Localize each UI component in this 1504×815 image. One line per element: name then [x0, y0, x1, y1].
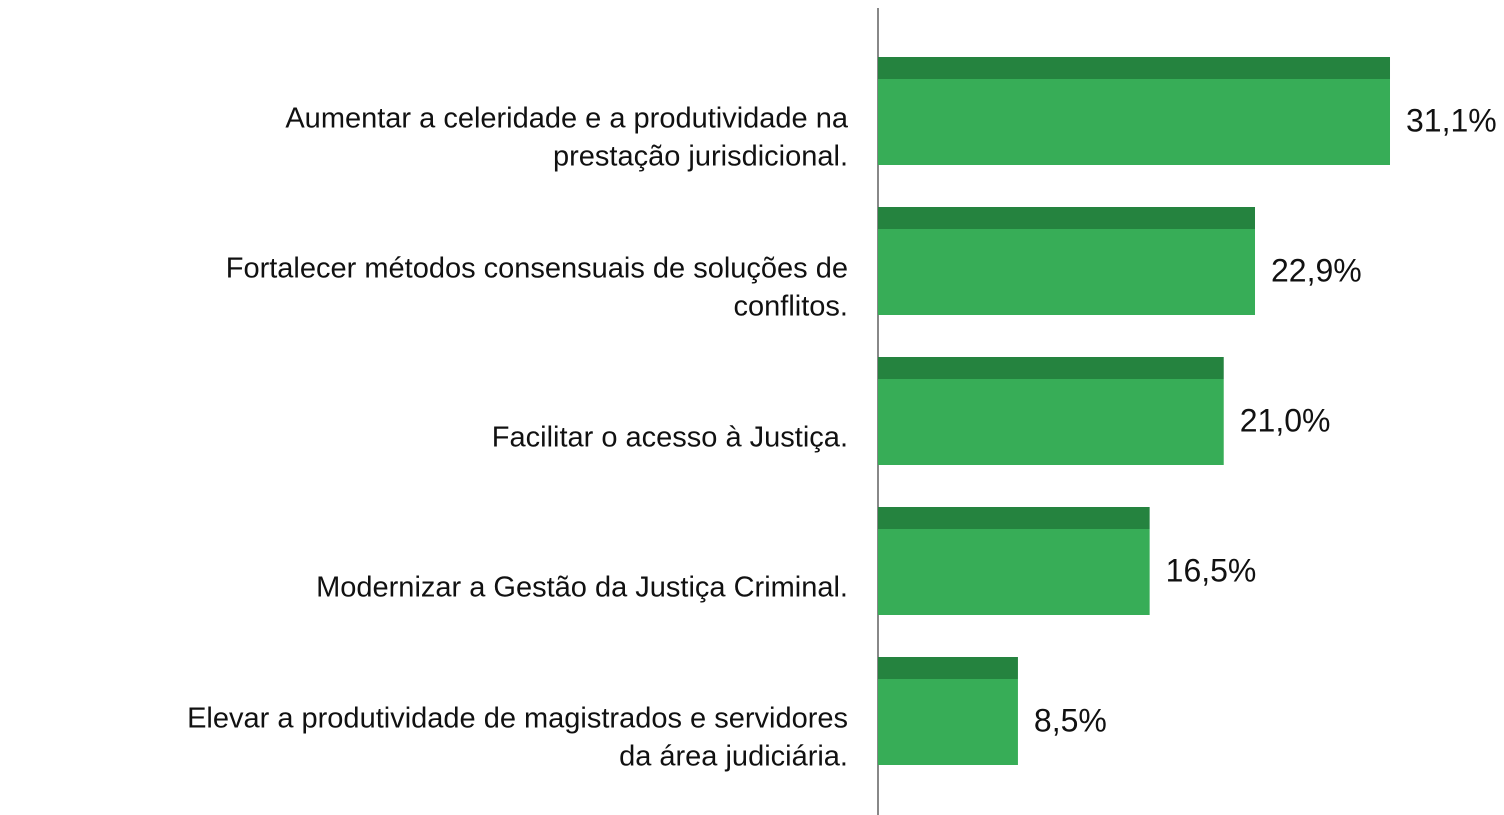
bar-top: [878, 57, 1391, 79]
value-label: 22,9%: [1271, 252, 1362, 288]
category-label: Modernizar a Gestão da Justiça Criminal.: [316, 572, 848, 604]
bar: [878, 357, 1224, 465]
bar: [878, 657, 1018, 765]
bar-body: [878, 379, 1224, 465]
value-label: 31,1%: [1406, 102, 1497, 138]
category-label: Facilitar o acesso à Justiça.: [492, 422, 848, 454]
bar-body: [878, 529, 1150, 615]
bar-top: [878, 507, 1150, 529]
bar-body: [878, 229, 1256, 315]
bar-top: [878, 657, 1018, 679]
bar-body: [878, 79, 1391, 165]
category-label: prestação jurisdicional.: [553, 141, 848, 173]
bar: [878, 207, 1256, 315]
bar: [878, 57, 1391, 165]
category-label: Elevar a produtividade de magistrados e …: [187, 703, 848, 735]
category-label: da área judiciária.: [619, 741, 848, 773]
bar: [878, 507, 1150, 615]
bar-top: [878, 357, 1224, 379]
bar-top: [878, 207, 1256, 229]
bar-body: [878, 679, 1018, 765]
category-label: Aumentar a celeridade e a produtividade …: [285, 103, 849, 135]
value-label: 16,5%: [1166, 552, 1257, 588]
value-label: 21,0%: [1240, 402, 1331, 438]
value-label: 8,5%: [1034, 702, 1107, 738]
category-label: Fortalecer métodos consensuais de soluçõ…: [226, 253, 848, 285]
category-label: conflitos.: [734, 291, 848, 323]
